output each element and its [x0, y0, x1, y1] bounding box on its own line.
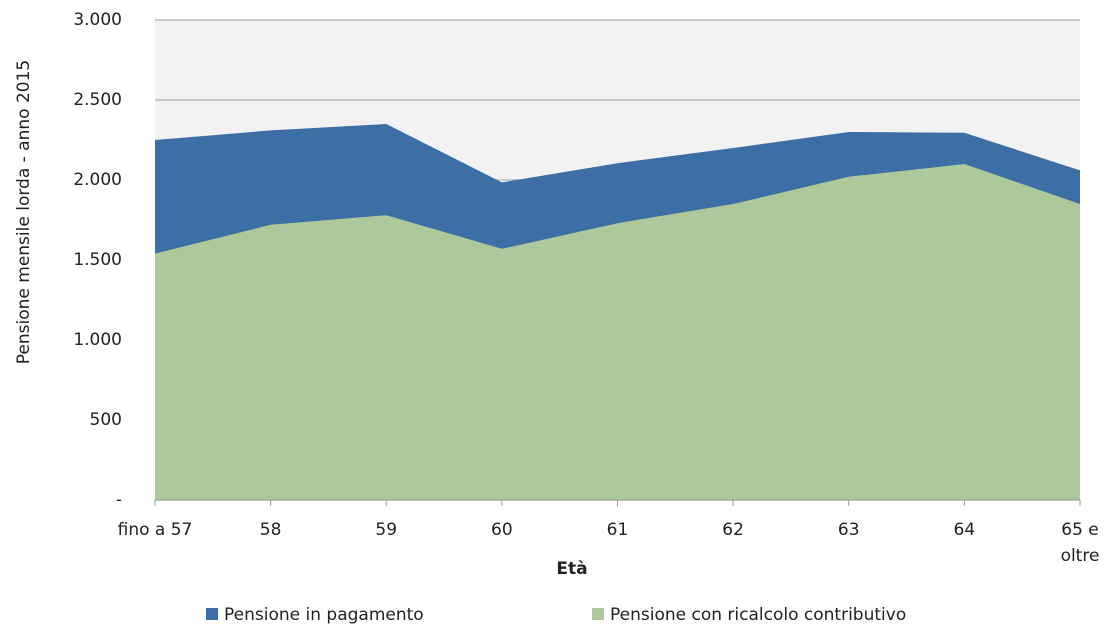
x-tick-label: 58: [259, 520, 282, 540]
y-tick-label: 1.000: [73, 330, 122, 350]
y-tick-label: 500: [90, 410, 122, 430]
y-tick-label: 2.500: [73, 90, 122, 110]
y-tick-label: -: [116, 490, 122, 510]
x-axis-title: Età: [556, 559, 587, 579]
y-axis-title: Pensione mensile lorda - anno 2015: [14, 60, 34, 364]
legend-label: Pensione in pagamento: [224, 605, 424, 625]
legend-label: Pensione con ricalcolo contributivo: [610, 605, 906, 625]
x-tick-label: 60: [491, 520, 513, 540]
x-tick-label: 62: [722, 520, 744, 540]
x-tick-label: 64: [953, 520, 976, 540]
y-tick-label: 2.000: [73, 170, 122, 190]
x-tick-label: 65 e oltre: [1060, 520, 1100, 566]
area: [155, 164, 1080, 500]
legend-swatch: [206, 608, 218, 620]
x-tick-label: 63: [837, 520, 860, 540]
x-tick-label: 59: [375, 520, 398, 540]
y-tick-label: 1.500: [73, 250, 122, 270]
y-tick-label: 3.000: [73, 10, 122, 30]
x-tick-label: fino a 57: [117, 520, 193, 540]
legend-swatch: [592, 608, 604, 620]
x-tick-label: 61: [606, 520, 629, 540]
